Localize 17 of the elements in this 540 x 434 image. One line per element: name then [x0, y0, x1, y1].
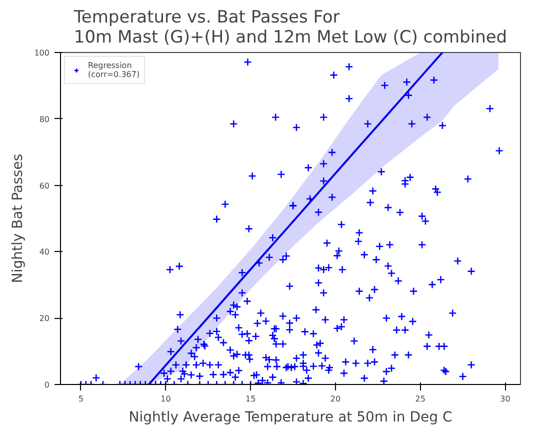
x-axis-title: Nightly Average Temperature at 50m in Deg C — [128, 410, 452, 426]
line-series — [148, 52, 444, 384]
y-tick-label: 0 — [44, 380, 50, 390]
y-tick-label: 100 — [34, 48, 50, 58]
x-tick-label: 25 — [415, 394, 426, 404]
x-tick-label: 15 — [246, 394, 256, 404]
chart-title: Temperature vs. Bat Passes For 10m Mast (G)+(H) and 12m Met Low (C) combined — [72, 8, 508, 48]
y-tick-label: 80 — [39, 114, 50, 124]
legend-label: Regression (corr=0.367) — [88, 61, 140, 79]
y-axis-title: Nightly Bat Passes — [10, 154, 26, 284]
x-tick-label: 30 — [500, 394, 510, 404]
y-tick-label: 60 — [39, 181, 50, 190]
y-tick-label: 40 — [39, 248, 50, 257]
y-tick-label: 20 — [39, 314, 50, 324]
x-tick-label: 5 — [78, 394, 84, 404]
x-tick-label: 10 — [160, 394, 171, 404]
x-tick-label: 20 — [330, 394, 341, 404]
